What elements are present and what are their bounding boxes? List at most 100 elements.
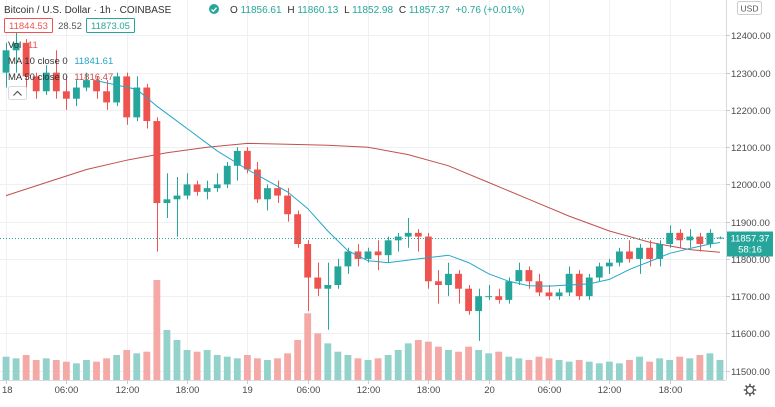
- ohlc-values: O 11856.61 H 11860.13 L 11852.98 C 11857…: [230, 5, 525, 16]
- volume-bar: [284, 353, 292, 380]
- candle-body: [253, 169, 261, 200]
- volume-bar: [73, 363, 80, 380]
- candle-body: [143, 87, 151, 122]
- volume-bar: [505, 356, 513, 380]
- volume-bar: [424, 341, 432, 380]
- volume-bar: [585, 361, 593, 380]
- volume-bar: [706, 353, 714, 380]
- currency-label[interactable]: USD: [737, 1, 762, 15]
- price-tick-label: 12400.00: [731, 31, 771, 42]
- settings-button[interactable]: [743, 383, 757, 397]
- volume-bar: [223, 356, 231, 380]
- ma50-legend[interactable]: MA 50 close 0 11816.47: [8, 72, 113, 83]
- bid-ask-row: 11844.53 28.52 11873.05: [4, 18, 135, 33]
- volume-bar: [646, 361, 653, 380]
- candle: [113, 72, 121, 107]
- candle: [585, 273, 593, 300]
- candle: [213, 173, 221, 192]
- volume-bar: [605, 361, 613, 380]
- candle-body: [434, 281, 442, 285]
- candle-body: [646, 247, 653, 259]
- candle-body: [455, 273, 462, 289]
- candle-body: [304, 244, 312, 278]
- candle: [324, 262, 332, 330]
- ma10-legend[interactable]: MA 10 close 0 11841.61: [8, 56, 113, 67]
- indicator-legend: Vol 11 MA 10 close 0 11841.61 MA 50 clos…: [8, 40, 113, 100]
- time-tick-label: 18:00: [417, 385, 441, 396]
- candle: [404, 217, 412, 248]
- volume-bar: [193, 351, 201, 380]
- volume-bar: [274, 358, 281, 380]
- candle-body: [354, 251, 362, 259]
- candle-body: [676, 232, 684, 241]
- price-axis[interactable]: 11500.00 11600.00 11700.00 11800.00 11900.00…: [726, 31, 771, 378]
- candle-body: [384, 240, 392, 256]
- candle: [555, 288, 563, 300]
- volume-bar: [314, 333, 322, 380]
- candle: [495, 288, 503, 304]
- volume-bar: [173, 340, 181, 380]
- candle-body: [12, 42, 20, 51]
- time-axis[interactable]: 18 06:00 12:00 18:00 19 06:00 12:00 18:00 20 06:0…: [2, 380, 682, 396]
- volume-bar: [455, 351, 462, 380]
- time-tick-label: 18:00: [659, 385, 683, 396]
- volume-bar: [434, 346, 442, 380]
- volume-bar: [42, 358, 50, 380]
- volume-bar: [404, 343, 412, 380]
- candle-body: [615, 251, 623, 263]
- volume-bar: [294, 340, 302, 380]
- sell-button[interactable]: 11844.53: [4, 18, 53, 33]
- spread-value: 28.52: [58, 21, 82, 32]
- volume-bar: [233, 358, 241, 380]
- candle: [575, 270, 583, 300]
- close-label: C: [399, 5, 406, 16]
- volume-bar: [696, 355, 704, 380]
- time-tick-label: 06:00: [297, 385, 321, 396]
- candle: [123, 72, 131, 125]
- candle: [545, 285, 553, 300]
- high-label: H: [287, 5, 294, 16]
- price-tick-label: 11800.00: [731, 255, 770, 266]
- price-tick-label: 12300.00: [731, 69, 771, 80]
- candle: [103, 80, 111, 110]
- time-tick-label: 18: [2, 385, 13, 396]
- candle-body: [163, 199, 171, 204]
- candle-body: [525, 270, 533, 282]
- market-status-indicator[interactable]: [209, 4, 219, 14]
- gear-icon: [743, 383, 757, 397]
- candle-body: [123, 76, 131, 118]
- candle: [294, 210, 302, 248]
- candle-body: [223, 165, 231, 185]
- volume-bar: [374, 358, 382, 380]
- candle: [344, 247, 352, 274]
- candle-body: [505, 281, 513, 300]
- volume-legend[interactable]: Vol 11: [8, 40, 38, 51]
- candle-body: [73, 87, 80, 99]
- volume-bar: [525, 360, 533, 380]
- volume-bar: [656, 358, 664, 380]
- candle-body: [314, 277, 322, 289]
- candle: [143, 83, 151, 129]
- price-tick-label: 12200.00: [731, 106, 771, 117]
- candle: [475, 288, 483, 341]
- candle: [193, 180, 201, 196]
- candle-body: [414, 232, 422, 237]
- volume-bar: [62, 361, 70, 380]
- candle: [424, 232, 432, 289]
- price-tick-label: 12000.00: [731, 180, 771, 191]
- volume-bar: [545, 358, 553, 380]
- volume-bar: [203, 350, 211, 380]
- collapse-legend-button[interactable]: [8, 86, 27, 100]
- candle: [636, 244, 643, 274]
- time-tick-label: 19: [242, 385, 253, 396]
- candle-body: [93, 80, 100, 92]
- candle-body: [52, 72, 60, 92]
- candle-body: [555, 292, 563, 297]
- volume-label: Vol: [8, 40, 21, 51]
- candle: [274, 180, 281, 204]
- candle-body: [203, 188, 211, 192]
- candle-body: [243, 150, 251, 170]
- candle-body: [83, 80, 90, 88]
- buy-button[interactable]: 11873.05: [86, 18, 135, 33]
